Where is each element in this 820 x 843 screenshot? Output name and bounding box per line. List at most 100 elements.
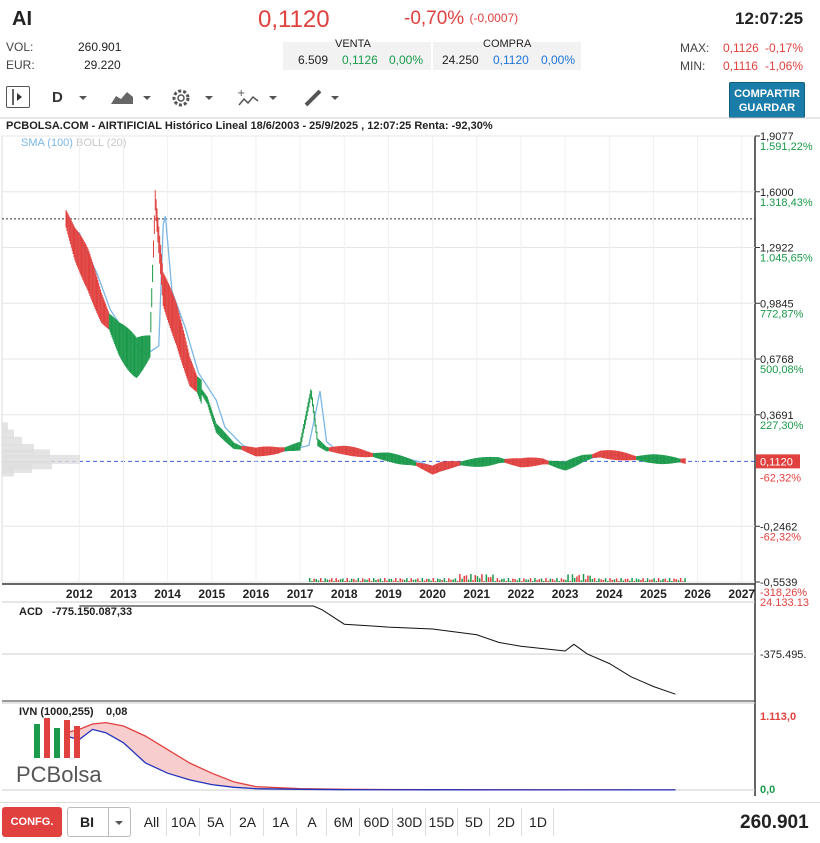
compra-price: 0,1120 [493,53,529,67]
volume-bar [677,580,680,582]
volume-bar [633,581,636,582]
volume-bar [540,578,543,582]
volume-bar [547,580,549,582]
chevron-down-icon[interactable] [330,94,340,102]
volume-bar [344,581,346,582]
profile-bar [2,429,14,439]
volume-bar [551,578,554,582]
chevron-down-icon[interactable] [78,94,88,102]
timeframe-10a-button[interactable]: 10A [168,808,200,836]
profile-bar [2,467,14,477]
x-tick-label: 2023 [552,587,579,601]
logo-text: PCBolsa [16,762,102,787]
ticker-symbol: AI [12,8,32,30]
volume-bar [388,578,390,582]
acd-top-tick: 24.133.13 [760,597,809,609]
pcbolsa-logo-icon [34,718,80,758]
chevron-down-icon[interactable] [142,94,152,102]
eur-label: EUR: [6,58,35,72]
settings-gear-icon[interactable] [170,87,192,109]
volume-bar [591,579,594,582]
ivn-value: 0,08 [106,706,128,718]
volume-bar [629,580,631,582]
volume-bar [419,581,421,582]
volume-bar [315,578,318,582]
y-tick-pct-label: 1.045,65% [760,253,813,265]
x-tick-label: 2015 [198,587,225,601]
volume-bar [428,578,430,582]
chevron-down-icon[interactable] [268,94,278,102]
volume-bar [454,578,457,582]
timeframe-all-button[interactable]: All [137,808,167,836]
acd-mid-tick: -375.495. [760,649,806,661]
x-tick-label: 2019 [375,587,402,601]
timeframe-6m-button[interactable]: 6M [328,808,360,836]
volume-bar [534,578,536,582]
volume-bar [465,575,468,582]
y-tick-label: -0,2462 [760,521,797,533]
min-pct: -1,06% [765,59,804,73]
volume-bar [395,578,397,582]
volume-bar [425,578,428,582]
timeframe-a-button[interactable]: A [298,808,327,836]
indicators-icon[interactable]: + [236,87,260,109]
volume-bar [516,580,519,582]
ivn-bottom-tick: 0,0 [760,784,775,796]
volume-bar [474,575,477,582]
timeframe-30d-button[interactable]: 30D [394,808,426,836]
mode-select[interactable]: BI [67,807,131,837]
volume-bar [657,578,660,582]
volume-bar [666,580,669,582]
mode-select-divider [108,808,130,836]
volume-bar [384,578,386,582]
y-tick-pct-label: 500,08% [760,364,804,376]
config-button[interactable]: CONFG. [2,807,62,837]
timeframe-2a-button[interactable]: 2A [232,808,264,836]
chart-type-icon[interactable] [110,88,134,106]
volume-bar [498,580,501,582]
footer-volume: 260.901 [740,812,809,833]
volume-bar [593,578,596,582]
volume-bar [372,578,375,582]
profile-bar [2,422,8,432]
timeframe-15d-button[interactable]: 15D [426,808,458,836]
volume-bar [403,579,406,582]
volume-bar [655,581,658,582]
price-change: -0,70% (-0,0007) [404,8,518,30]
timeframe-5d-button[interactable]: 5D [459,808,490,836]
volume-bar [615,578,618,582]
timeframe-2d-button[interactable]: 2D [491,808,522,836]
volume-bar [485,574,488,582]
volume-bar [326,579,329,582]
y-tick-pct-label: 227,30% [760,420,804,432]
volume-bar [450,579,452,582]
timeframe-1d-button[interactable]: 1D [523,808,554,836]
volume-bar [366,579,368,582]
volume-bar [631,578,633,582]
x-tick-label: 2024 [596,587,623,601]
timeframe-5a-button[interactable]: 5A [201,808,231,836]
volume-bar [313,578,315,582]
volume-bar [653,578,655,582]
price-series [65,190,686,475]
ivn-blue-line [65,728,676,791]
volume-bar [531,581,534,582]
volume-bar [642,578,644,582]
volume-bar [311,580,313,582]
volume-bar [622,580,625,582]
timeframe-1a-button[interactable]: 1A [265,808,297,836]
drawing-pencil-icon[interactable] [302,87,324,109]
min-value: 0,1116 [723,59,758,73]
volume-bar [483,581,485,582]
volume-bar [560,578,563,582]
volume-bar [501,579,503,582]
panel-toggle-icon[interactable] [6,86,30,108]
timeframe-60d-button[interactable]: 60D [361,808,393,836]
chevron-down-icon[interactable] [204,94,214,102]
volume-bar [319,578,322,582]
volume-bar [569,581,572,582]
share-save-button[interactable]: COMPARTIR GUARDAR [729,82,805,118]
period-select[interactable]: D [52,89,63,106]
volume-bar [640,580,642,582]
